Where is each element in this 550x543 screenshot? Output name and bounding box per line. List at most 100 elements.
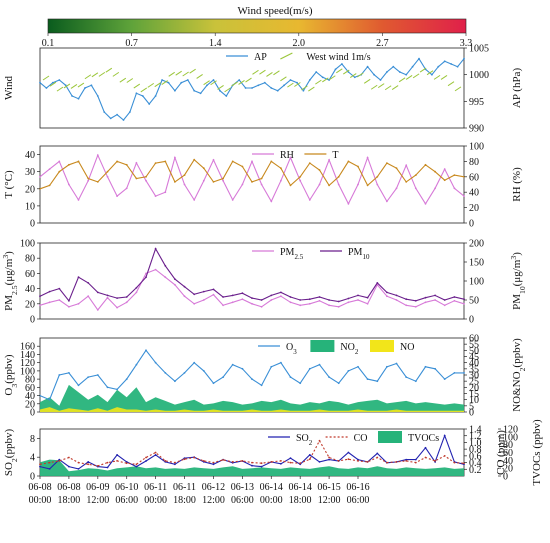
series-o3-point: [87, 376, 90, 378]
legend-swatch-wind: [280, 52, 293, 60]
wind-arrow: [342, 69, 350, 75]
legend-label-so2: SO2: [296, 433, 313, 447]
series-o3-point: [328, 376, 330, 378]
series-co-point: [270, 461, 273, 463]
wind-arrow: [133, 83, 141, 89]
series-t-point: [453, 174, 456, 177]
wind-arrow: [98, 71, 106, 77]
wind-arrow: [259, 69, 266, 75]
x-tick-label-time: 06:00: [115, 495, 138, 506]
y-left-tick-label: 20: [25, 399, 35, 410]
series-co-point: [125, 462, 128, 465]
series-pm10-point: [154, 247, 157, 250]
y-left-label: Wind: [3, 76, 15, 100]
series-ap-point: [238, 79, 241, 81]
series-pm10-line: [39, 247, 465, 303]
y-right-tick-label: 1.0: [469, 438, 482, 449]
wind-arrow: [356, 72, 364, 78]
series-ap-point: [206, 84, 208, 87]
series-rh-point: [366, 156, 369, 159]
y-right-tick-label: 990: [469, 124, 484, 135]
series-t-point: [87, 177, 90, 180]
series-t-point: [280, 167, 282, 170]
series-ap-point: [174, 89, 176, 92]
series-ap-point: [386, 71, 388, 73]
series-t-point: [347, 160, 350, 163]
wind-arrow: [231, 81, 238, 87]
series-o3-point: [357, 365, 359, 368]
x-tick-label-time: 00:00: [144, 495, 167, 506]
series-rh-point: [260, 183, 263, 186]
series-o3-point: [318, 363, 321, 366]
series-ap-point: [308, 79, 311, 81]
wind-arrow: [147, 82, 155, 88]
series-ap-point: [296, 81, 298, 84]
series-o3-point: [443, 378, 446, 380]
x-tick-label-date: 06-14: [289, 482, 312, 493]
series-co-point: [376, 456, 379, 459]
series-pm10-point: [231, 294, 234, 297]
series-pm25-point: [106, 296, 109, 299]
wind-arrow: [112, 71, 120, 77]
series-pm10-point: [241, 292, 244, 295]
series-co-point: [328, 456, 330, 459]
series-ap-point: [96, 95, 99, 97]
panel-so2_co_tvocs: 0480.20.40.60.81.01.21.4020406080100120S…: [3, 419, 543, 486]
series-rh-point: [395, 187, 398, 190]
series-ap-point: [45, 87, 48, 89]
series-o3-point: [270, 365, 273, 368]
y-left-tick-label: 20: [25, 184, 35, 195]
series-t-point: [318, 169, 321, 171]
series-ap-point: [58, 79, 61, 81]
y-left-label: O3(ppbv): [3, 354, 19, 395]
x-tick-label-time: 18:00: [58, 495, 81, 506]
series-so2-point: [328, 458, 330, 461]
y-left-tick-label: 80: [25, 254, 35, 265]
series-pm10-point: [395, 294, 398, 297]
series-so2-point: [106, 466, 109, 469]
y-right2-tick-label: 120: [503, 425, 518, 436]
series-t-point: [154, 162, 157, 165]
series-co-point: [145, 456, 147, 459]
series-t-point: [357, 165, 359, 168]
y-right2-tick-label: 60: [503, 448, 513, 459]
y-right-tick-label: 45: [469, 352, 479, 363]
series-ap-point: [122, 119, 125, 121]
series-o3-point: [68, 372, 70, 374]
y-right-tick-label: 40: [469, 358, 479, 369]
series-rh-point: [386, 200, 388, 203]
series-co-point: [68, 456, 70, 459]
series-t-point: [434, 170, 436, 173]
wind-arrow: [140, 87, 148, 93]
legend-label-t: T: [332, 150, 338, 161]
series-co-point: [154, 451, 157, 454]
series-t-point: [270, 160, 273, 163]
y-right-tick-label: 0.6: [469, 451, 482, 462]
series-pm25-point: [193, 302, 196, 305]
series-pm25-point: [183, 295, 186, 298]
series-pm25-point: [386, 295, 388, 298]
x-tick-label-time: 06:00: [347, 495, 370, 506]
series-o3-point: [337, 382, 340, 385]
panel-pm: 0 20 40 60 80 100 0 50 100 150 200 PM2.5(μg/m3) PM10…: [1, 239, 527, 326]
series-t-point: [77, 160, 80, 163]
series-so2-point: [376, 452, 379, 455]
series-co-point: [58, 460, 61, 462]
series-pm10-point: [77, 276, 80, 279]
y-right-tick-label: 20: [469, 383, 479, 394]
series-ap-point: [463, 57, 465, 60]
legend-label-no: NO: [400, 342, 414, 353]
plot-frame: [39, 47, 465, 129]
series-pm10-point: [251, 297, 253, 299]
series-pm10-point: [87, 282, 90, 284]
series-pm25-point: [280, 295, 282, 298]
series-pm25-point: [424, 301, 427, 304]
series-o3-point: [347, 370, 350, 372]
wind-arrow: [196, 73, 203, 79]
wind-arrow: [105, 67, 113, 73]
x-tick-label-date: 06-16: [346, 482, 369, 493]
y-right-label: RH (%): [511, 167, 523, 202]
wind-arrow: [154, 82, 162, 88]
series-ap-point: [289, 79, 292, 81]
